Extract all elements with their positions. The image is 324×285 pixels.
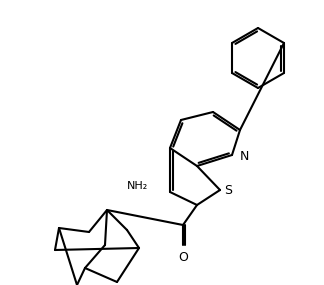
Text: N: N: [240, 150, 249, 164]
Text: S: S: [224, 184, 232, 196]
Text: NH₂: NH₂: [127, 181, 148, 191]
Text: O: O: [178, 251, 188, 264]
